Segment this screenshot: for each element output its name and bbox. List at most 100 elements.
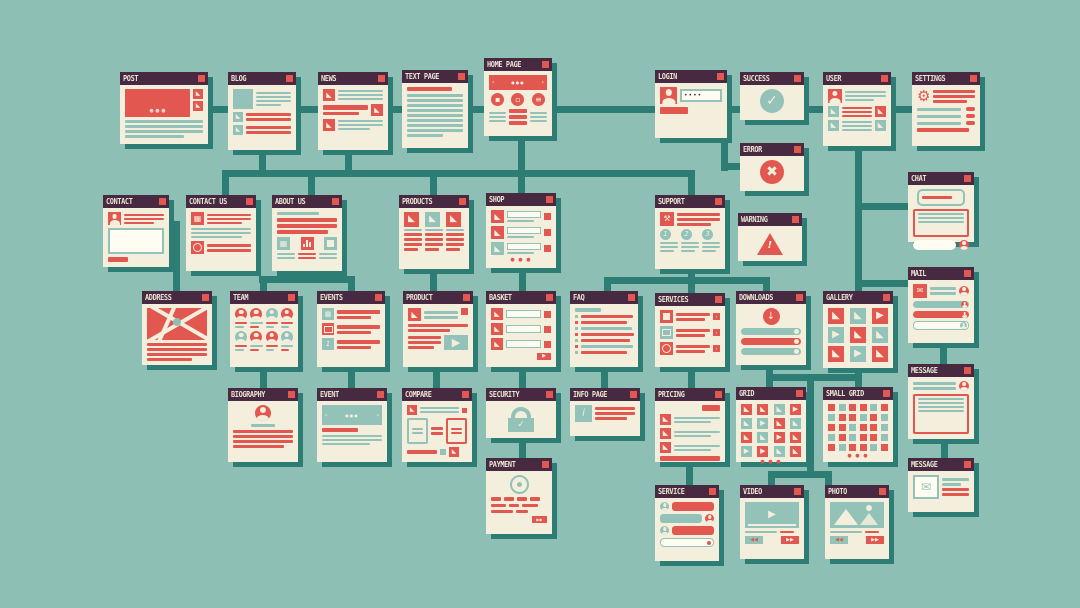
- text-line: [246, 118, 291, 121]
- window-body: ✓: [740, 85, 804, 117]
- toggle: [966, 114, 975, 118]
- monitor-icon: [660, 326, 673, 339]
- text-line: [517, 497, 528, 501]
- text-line: [489, 120, 507, 122]
- step-2-icon: 2: [681, 229, 692, 240]
- text-line: [581, 315, 634, 318]
- video-player: ▶: [745, 502, 799, 528]
- text-line: [674, 420, 711, 423]
- connector-line: [259, 276, 355, 283]
- text-line: [280, 345, 293, 347]
- text-line: [338, 94, 383, 96]
- person-icon: [660, 310, 673, 323]
- window-button-icon: [542, 461, 549, 468]
- image-icon: ◣: [446, 212, 461, 227]
- price-tag: [544, 245, 551, 252]
- text-line: [446, 238, 464, 241]
- text-line: [147, 343, 207, 346]
- text-line: [575, 308, 602, 312]
- text-line: [845, 91, 886, 93]
- pill: [741, 338, 801, 345]
- map-pin-icon: [173, 318, 181, 327]
- text-line: [420, 407, 459, 409]
- connector-line: [768, 471, 832, 478]
- text-line: [595, 407, 635, 410]
- play-icon: ▶: [828, 327, 844, 343]
- connector-line: [430, 172, 437, 197]
- tile: [849, 444, 857, 451]
- image-icon: ◣: [323, 119, 335, 131]
- rewind-button: ◀◀: [745, 536, 763, 544]
- card-infopage: INFO PAGE i: [570, 388, 640, 436]
- text-line: [842, 120, 872, 123]
- connector-line: [308, 269, 315, 281]
- text-line: [408, 324, 468, 327]
- text-line: [147, 358, 192, 361]
- lock-icon: ✓: [508, 407, 534, 432]
- window-button-icon: [794, 75, 801, 82]
- tile: [859, 434, 867, 441]
- window-titlebar: PRODUCTS: [399, 195, 469, 208]
- window-body: ▶▶: [486, 471, 552, 527]
- window-titlebar: EVENT: [317, 388, 387, 401]
- text-line: [407, 114, 463, 117]
- text-line: [446, 229, 464, 231]
- window-button-icon: [715, 391, 722, 398]
- text-line: [404, 243, 422, 246]
- pill: [741, 348, 801, 355]
- text-line: [677, 212, 720, 216]
- text-line: [277, 212, 319, 215]
- text-line: [191, 228, 251, 230]
- building-icon: ▦: [277, 237, 290, 250]
- text-line: [256, 92, 291, 94]
- text-line: [489, 112, 507, 114]
- text-line: [407, 129, 463, 132]
- window-title: INFO PAGE: [573, 390, 608, 399]
- window-body: [908, 185, 974, 254]
- checkout-arrow-button: ▶: [537, 353, 551, 360]
- image-icon: ◣: [193, 89, 203, 99]
- window-body: ◣ ◣ ◣ ▶: [486, 304, 556, 364]
- card-smallgrid: SMALL GRID ● ● ●: [823, 387, 893, 462]
- play-icon: ▶: [444, 335, 468, 350]
- text-line: [337, 309, 380, 314]
- text-line: [407, 124, 463, 127]
- text-line: [918, 406, 964, 408]
- text-line: [322, 443, 370, 445]
- text-line: [581, 351, 628, 354]
- text-line: [509, 121, 527, 125]
- connector-line: [688, 172, 695, 197]
- image-icon: ◣: [850, 327, 866, 343]
- card-shop: SHOP ◣ ◣ ◣ ● ● ●: [486, 193, 556, 268]
- download-icon: ↓: [762, 308, 780, 325]
- window-title: NEWS: [321, 74, 337, 83]
- window-title: SUCCESS: [743, 74, 770, 83]
- text-line: [581, 333, 635, 336]
- card-biography: BIOGRAPHY: [228, 388, 298, 462]
- avatar-icon: [959, 381, 969, 391]
- connector-line: [519, 265, 526, 293]
- window-button-icon: [883, 390, 890, 397]
- text-line: [702, 242, 720, 244]
- window-body: [228, 401, 298, 452]
- text-line: [446, 233, 464, 236]
- window-titlebar: POST: [120, 72, 208, 85]
- text-line: [408, 336, 441, 339]
- text-line: [424, 310, 458, 314]
- text-line: [404, 233, 422, 236]
- connector-line: [173, 221, 180, 291]
- text-line: [529, 112, 547, 114]
- window-titlebar: PRODUCT: [403, 291, 473, 304]
- image-icon: ◣: [491, 210, 504, 223]
- text-line: [521, 504, 539, 507]
- connector-line: [260, 276, 267, 293]
- text-line: [256, 96, 291, 98]
- text-line: [277, 224, 337, 228]
- window-body: ▦ 1: [317, 304, 385, 354]
- avatar-icon: [663, 313, 670, 320]
- avatar-icon: [235, 308, 247, 320]
- connector-line: [721, 134, 728, 171]
- card-events: EVENTS ▦ 1: [317, 291, 385, 367]
- text-line: [660, 242, 678, 244]
- card-service: SERVICE: [655, 485, 719, 561]
